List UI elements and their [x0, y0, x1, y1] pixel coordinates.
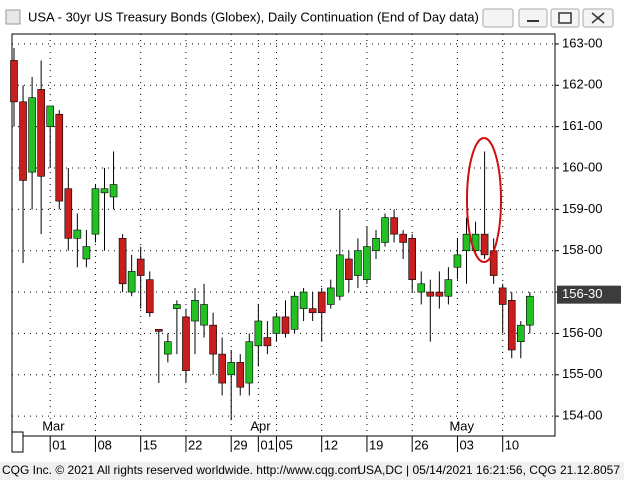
candle-body [272, 316, 281, 334]
candle-body [299, 291, 308, 309]
month-label: Mar [42, 418, 65, 433]
candle-body [55, 113, 64, 202]
candle-body [245, 341, 254, 384]
x-tick-label: 26 [414, 437, 428, 452]
candle-body [444, 279, 453, 297]
candle-body [526, 295, 534, 326]
footer-left: CQG Inc. © 2021 All rights reserved worl… [2, 463, 360, 477]
link-button[interactable] [482, 8, 514, 28]
candle-body [28, 97, 36, 173]
candle-body [399, 233, 407, 243]
y-tick-label: 160-00 [562, 159, 602, 174]
candle-body [453, 254, 462, 268]
maximize-button[interactable] [550, 8, 580, 28]
y-tick-label: 154-00 [562, 408, 602, 423]
candle-body [480, 233, 489, 256]
candle-body [100, 188, 109, 194]
x-tick-label: 22 [188, 437, 202, 452]
candle-body [236, 362, 245, 388]
candle-body [64, 188, 73, 239]
candle-body [507, 300, 516, 351]
candle-body [390, 217, 398, 235]
candle-body [516, 324, 525, 343]
y-tick-label: 162-00 [562, 77, 602, 92]
candle-body [182, 316, 190, 371]
candle-body [155, 328, 163, 332]
candle-body [335, 254, 344, 297]
candle-body [254, 320, 263, 347]
app-icon [5, 9, 21, 25]
y-tick-label: 156-00 [562, 325, 602, 340]
footer-right: USA,DC | 05/14/2021 16:21:56, CQG 21.12.… [357, 463, 620, 477]
candle-body [118, 238, 127, 285]
candle-body [462, 233, 471, 252]
minimize-button[interactable] [518, 8, 548, 28]
x-tick-label: 03 [459, 437, 473, 452]
y-tick-label: 163-00 [562, 35, 602, 50]
month-label: May [449, 418, 474, 433]
x-tick-label: 01 [260, 437, 274, 452]
last-price-label: 156-30 [562, 286, 602, 301]
month-label: Apr [250, 418, 271, 433]
candle-body [317, 291, 326, 314]
y-tick-label: 159-00 [562, 201, 602, 216]
candle-body [281, 316, 290, 334]
candle-body [200, 304, 208, 326]
x-tick-label: 08 [97, 437, 111, 452]
candle-body [417, 283, 426, 293]
scroll-handle[interactable] [11, 431, 24, 453]
candle-body [290, 295, 299, 330]
candle-body [227, 362, 235, 376]
window-title: USA - 30yr US Treasury Bonds (Globex), D… [28, 9, 479, 24]
candle-body [91, 188, 100, 235]
x-tick-label: 29 [233, 437, 247, 452]
x-tick-label: 05 [278, 437, 292, 452]
candle-body [37, 89, 45, 177]
y-tick-label: 158-00 [562, 242, 602, 257]
candle-body [145, 279, 154, 314]
y-tick-label: 155-00 [562, 366, 602, 381]
candle-body [381, 217, 389, 243]
candle-body [363, 246, 371, 280]
candle-body [263, 337, 272, 347]
candle-body [136, 258, 145, 276]
candle-body [109, 184, 118, 198]
x-tick-label: 15 [143, 437, 157, 452]
y-tick-label: 161-00 [562, 118, 602, 133]
x-tick-label: 12 [324, 437, 338, 452]
candle-body [127, 271, 136, 293]
x-tick-label: 10 [505, 437, 519, 452]
candle-body [426, 291, 435, 297]
highlight-ellipse [466, 137, 502, 263]
x-tick-label: 01 [52, 437, 66, 452]
candle-body [82, 246, 91, 260]
candle-body [308, 308, 317, 314]
candle-body [19, 101, 27, 181]
candle-body [209, 324, 217, 355]
candle-body [46, 105, 55, 127]
candle-body [408, 238, 417, 280]
candle-body [218, 353, 226, 384]
candle-body [326, 287, 335, 305]
candle-body [191, 300, 199, 322]
candle-body [10, 60, 18, 103]
last-price-box [557, 285, 621, 304]
candle-body [372, 238, 380, 252]
candle-body [435, 291, 444, 297]
candle-body [73, 229, 82, 239]
candle-body [345, 258, 353, 280]
candle-body [164, 341, 172, 355]
candle-body [498, 287, 507, 305]
x-tick-label: 19 [369, 437, 383, 452]
candle-body [173, 304, 181, 309]
candle-body [354, 250, 362, 276]
